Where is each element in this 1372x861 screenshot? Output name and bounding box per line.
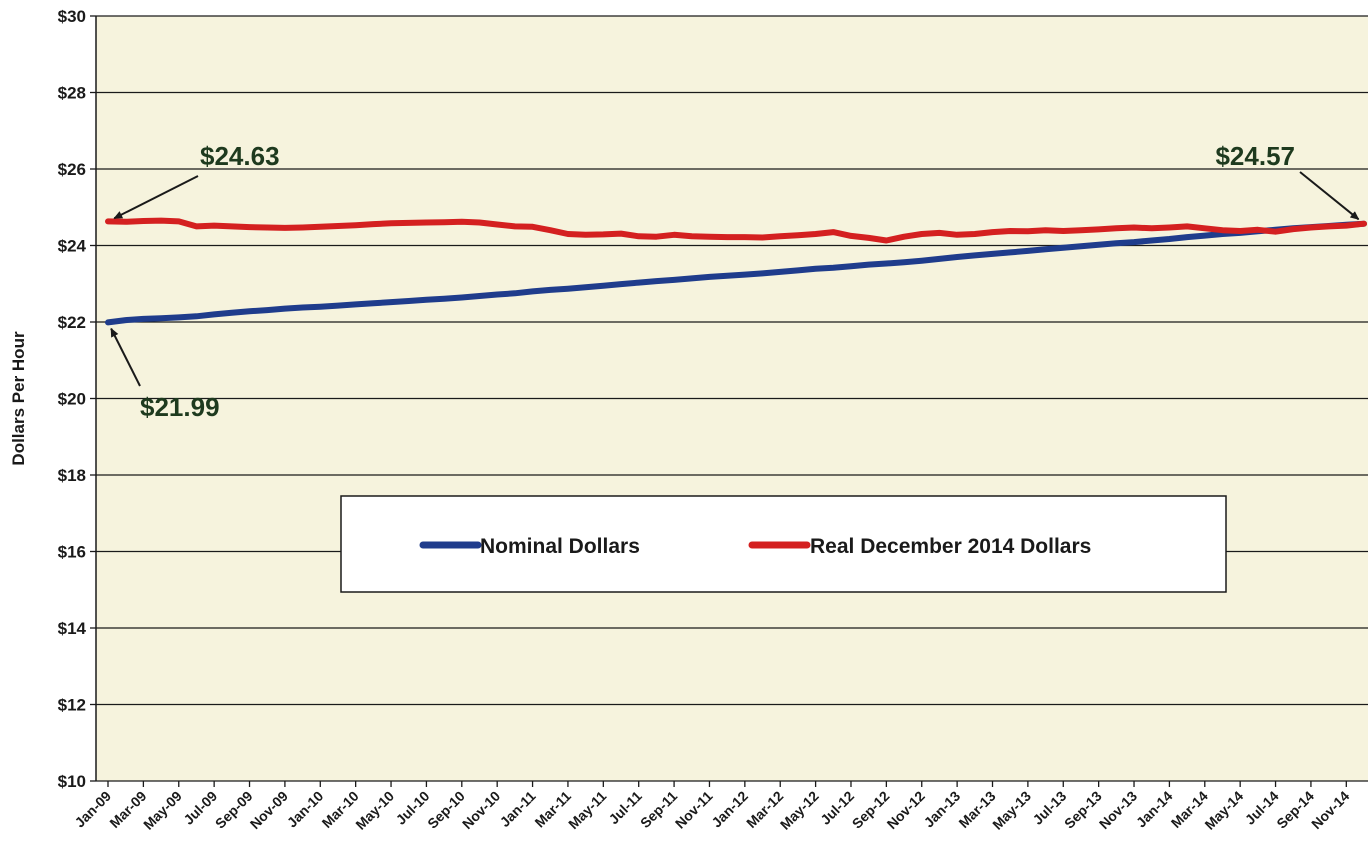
x-tick-label: May-12 [777,788,822,833]
x-tick-label: Nov-12 [884,788,928,832]
x-tick-label: Sep-13 [1061,788,1105,832]
x-tick-label: Sep-14 [1273,788,1317,832]
series-lines [105,217,1367,326]
x-tick-label: Jan-10 [284,788,327,831]
legend: Nominal Dollars Real December 2014 Dolla… [340,495,1227,593]
annotation-label: $24.63 [200,141,280,171]
legend-label-nominal: Nominal Dollars [480,535,640,558]
x-tick-label: Jan-11 [497,788,539,830]
y-tick-label: $22 [58,313,86,332]
annotation-label: $24.57 [1215,141,1295,171]
annotation-label: $21.99 [140,392,220,422]
y-tick-label: $16 [58,543,86,562]
x-tick-label: May-09 [140,788,185,833]
y-tick-label: $30 [58,7,86,26]
x-tick-label: Sep-09 [212,788,256,832]
y-tick-label: $14 [58,619,87,638]
x-tick-label: May-10 [352,788,397,833]
y-tick-label: $28 [58,84,86,103]
x-tick-label: Jan-13 [921,788,964,831]
x-tick-label: Nov-09 [247,788,291,832]
x-tick-label: May-11 [565,788,609,832]
x-tick-label: Sep-11 [637,788,680,831]
x-tick-label: Nov-13 [1096,788,1140,832]
x-tick-label: Jan-09 [71,788,114,831]
x-tick-label: Nov-10 [459,788,503,832]
series-line-nominal [105,220,1367,326]
x-tick-label: May-14 [1201,788,1246,833]
gridlines [96,15,1368,782]
y-tick-label: $26 [58,160,86,179]
y-tick-label: $18 [58,466,86,485]
y-axis-label: Dollars Per Hour [9,331,28,466]
x-axis: Jan-09Mar-09May-09Jul-09Sep-09Nov-09Jan-… [71,781,1353,833]
y-axis: $10 $12 $14 $16 $18 $20 $22 $24 $26 $28 $30 [58,7,97,791]
annotations: $24.63 $21.99 $24.57 [110,141,1360,422]
x-tick-label: Jan-12 [708,788,751,831]
y-tick-label: $12 [58,696,86,715]
annotation-arrow [113,175,199,220]
y-tick-label: $24 [58,237,87,256]
annotation-arrow [1299,171,1360,221]
x-tick-label: Nov-14 [1308,788,1352,832]
annotation-arrow [110,327,141,387]
x-tick-label: Sep-12 [849,788,893,832]
x-tick-label: Sep-10 [424,788,468,832]
y-tick-label: $20 [58,390,86,409]
x-tick-label: Jan-14 [1133,788,1176,831]
legend-label-real: Real December 2014 Dollars [810,535,1091,558]
x-tick-label: May-13 [989,788,1034,833]
x-tick-label: Nov-11 [672,788,716,832]
y-tick-label: $10 [58,772,86,791]
series-line-real [105,217,1367,244]
